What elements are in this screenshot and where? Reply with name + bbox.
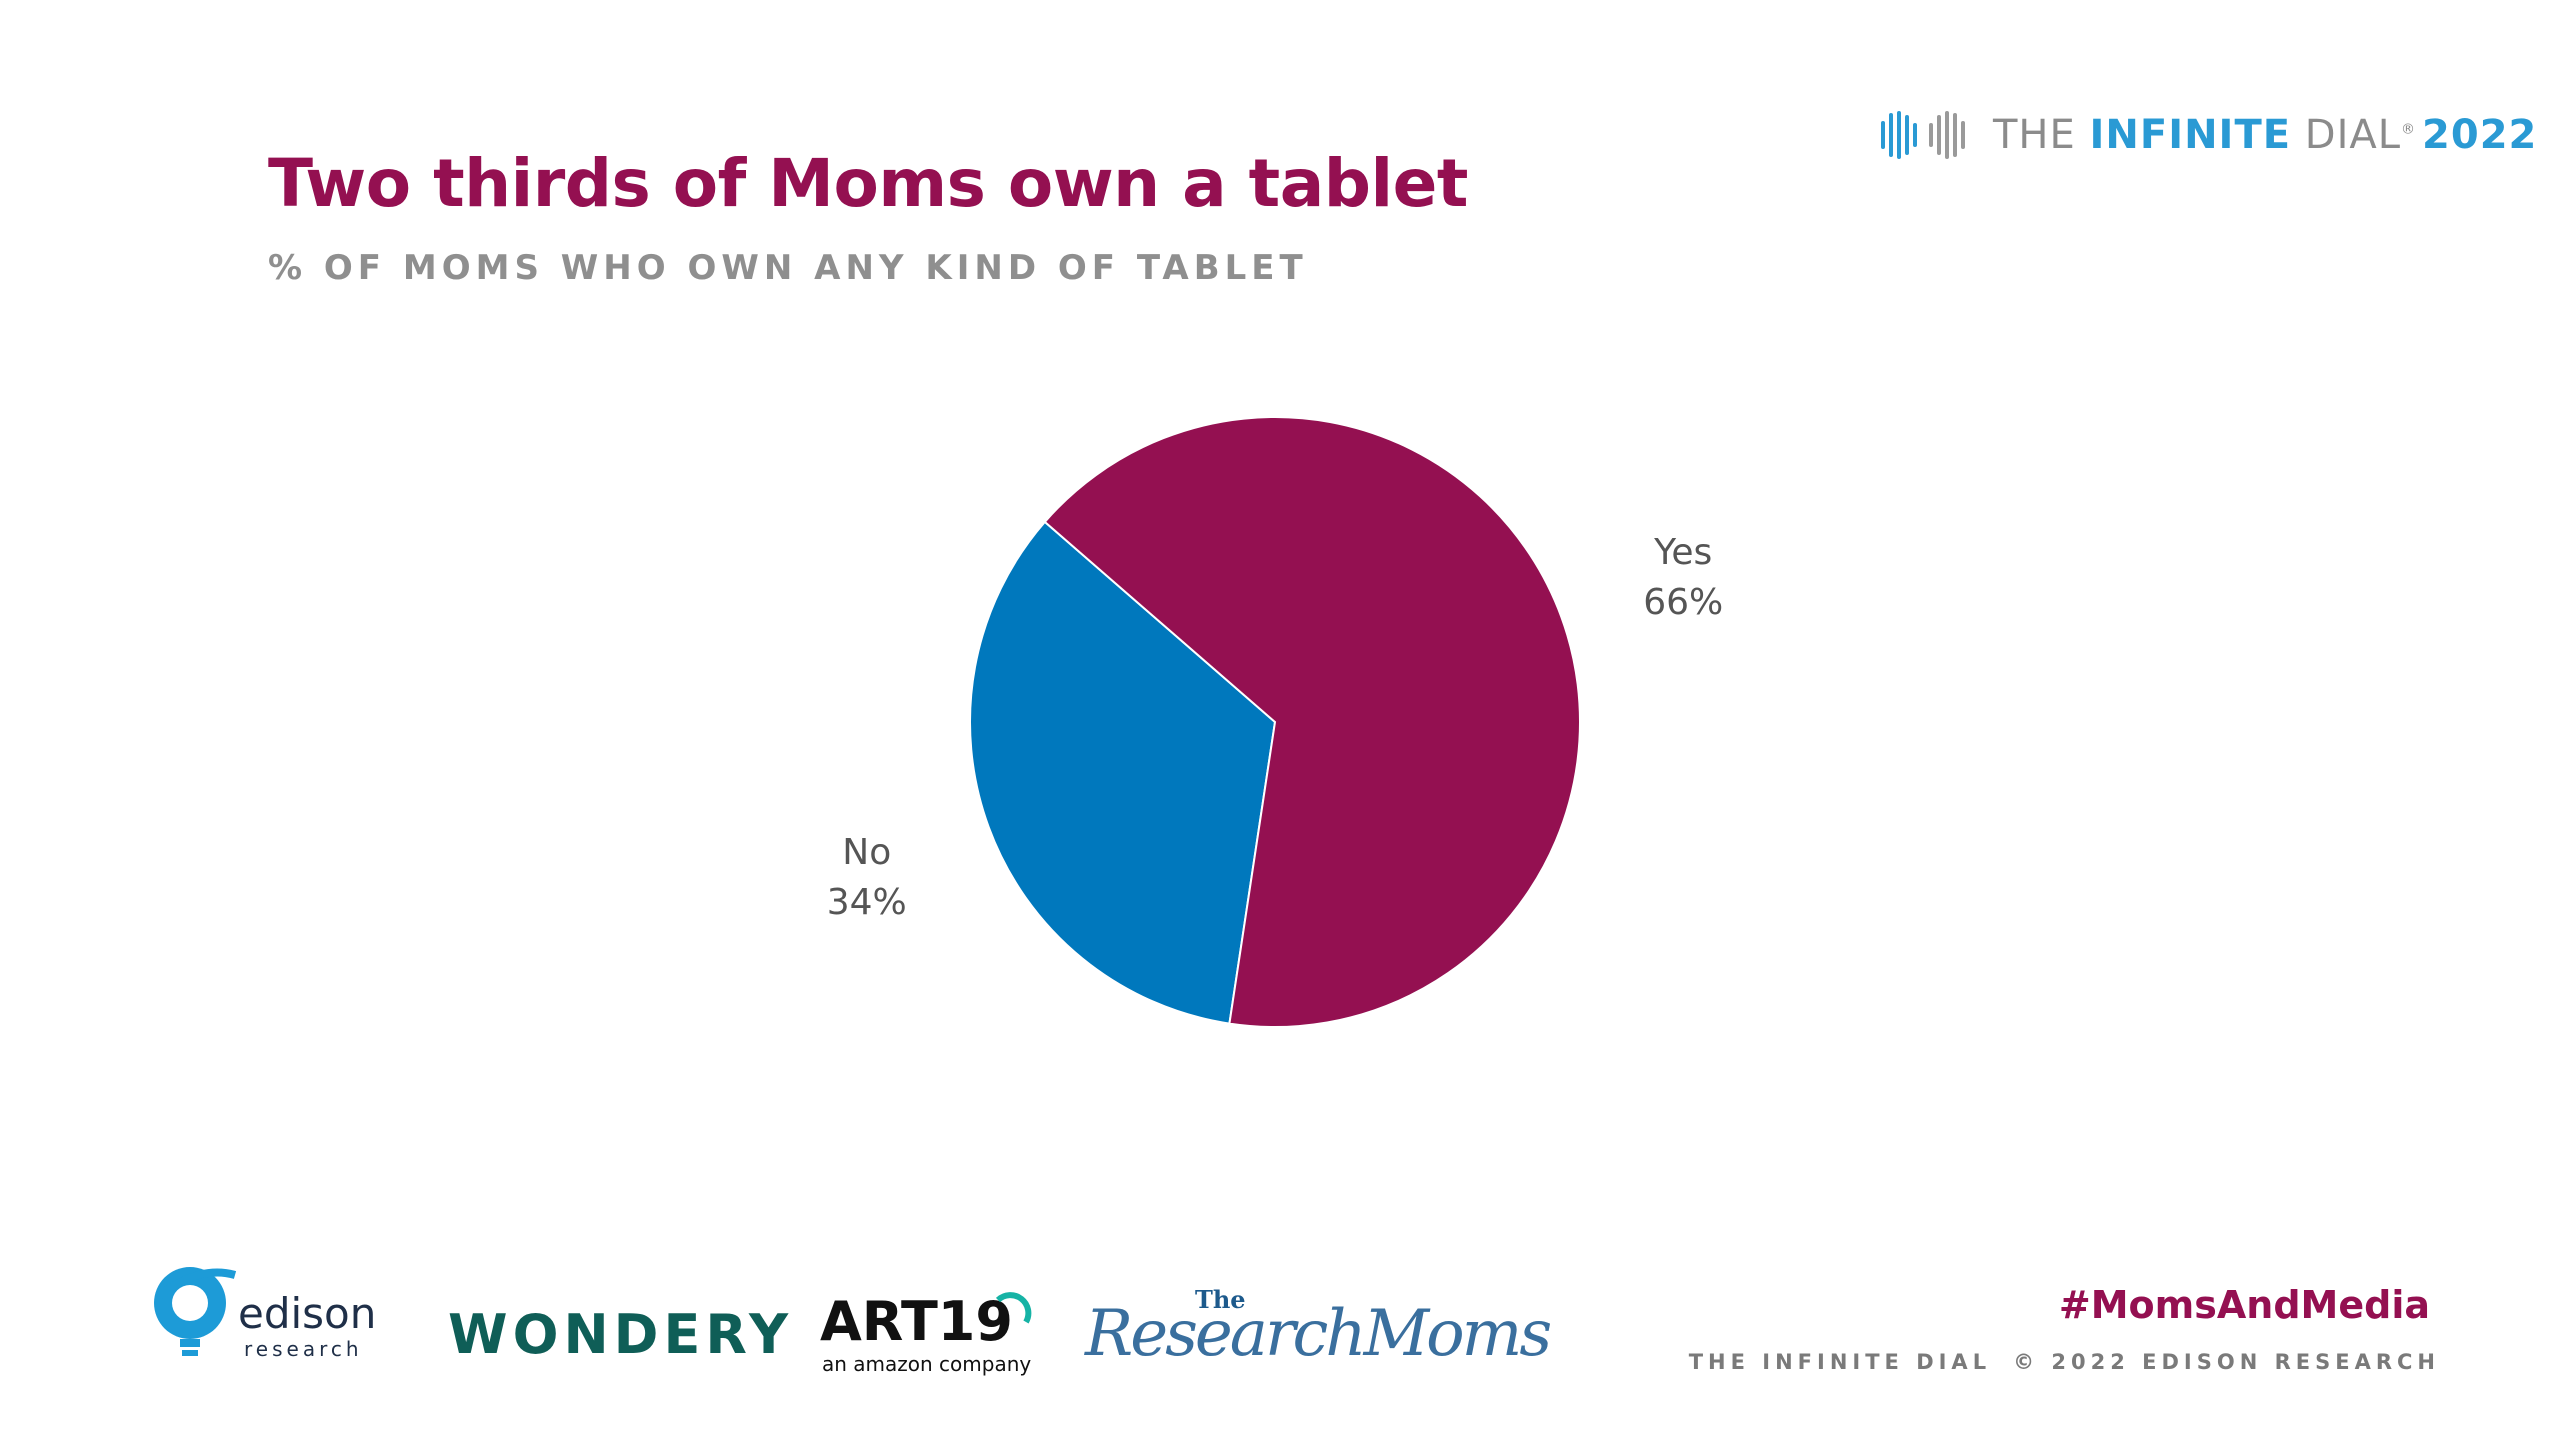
- brand-dial: DIAL: [2304, 112, 2402, 158]
- pie-label-no: No: [842, 832, 891, 873]
- page-title: Two thirds of Moms own a tablet: [268, 145, 1468, 222]
- footer-credit: THE INFINITE DIAL © 2022 EDISON RESEARCH: [1689, 1350, 2440, 1374]
- infinite-dial-brand: THE INFINITE DIAL® 2022: [1875, 105, 2537, 165]
- edison-research-logo: edison research: [140, 1255, 380, 1375]
- footer-right: © 2022 EDISON RESEARCH: [2013, 1350, 2440, 1374]
- brand-year: 2022: [2422, 112, 2538, 158]
- footer-left: THE INFINITE DIAL: [1688, 1350, 1992, 1374]
- chart-subtitle: % OF MOMS WHO OWN ANY KIND OF TABLET: [268, 248, 1308, 288]
- research-moms-the: The: [1195, 1285, 1246, 1314]
- art19-sub: an amazon company: [822, 1352, 1032, 1376]
- pie-slice-yes: [1043, 416, 1581, 1028]
- art19-logo: ART19 an amazon company: [820, 1290, 1040, 1390]
- edison-sub: research: [244, 1337, 363, 1361]
- pie-value-no: 34%: [827, 882, 907, 923]
- pie-label-yes: Yes: [1653, 532, 1712, 573]
- brand-infinite: INFINITE: [2089, 112, 2292, 158]
- art19-arc-icon: [995, 1292, 1032, 1324]
- edison-bulb-icon: [154, 1267, 237, 1356]
- edison-name: edison: [238, 1289, 377, 1338]
- wondery-logo: WONDERY: [448, 1303, 794, 1366]
- brand-the: THE: [1993, 112, 2076, 158]
- infinity-logo-icon: [1881, 111, 1965, 159]
- art19-name: ART19: [820, 1290, 1013, 1353]
- pie-slice-no: [968, 520, 1277, 1025]
- research-moms-logo: The ResearchMoms: [1085, 1285, 1552, 1395]
- research-moms-name: ResearchMoms: [1085, 1297, 1552, 1371]
- pie-value-yes: 66%: [1643, 582, 1723, 623]
- hashtag: #MomsAndMedia: [2058, 1283, 2430, 1327]
